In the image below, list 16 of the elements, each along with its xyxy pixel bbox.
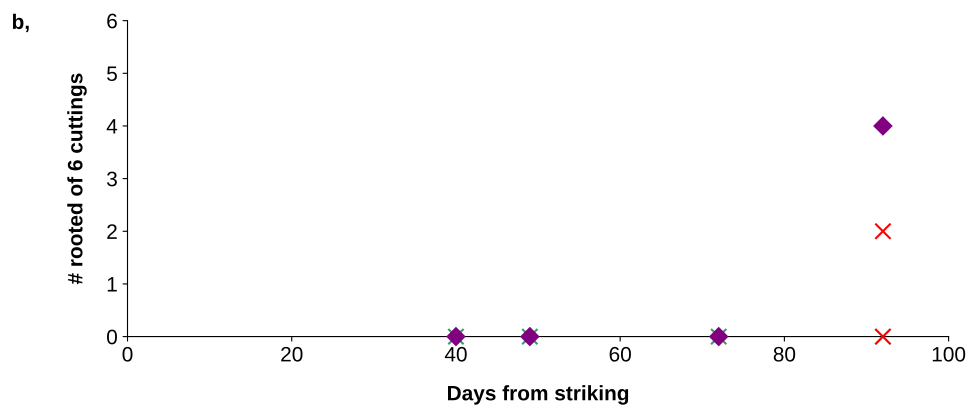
x-tick-label: 80 xyxy=(774,346,796,362)
x-tick-label: 0 xyxy=(122,346,132,362)
x-tick-label: 100 xyxy=(932,346,966,362)
y-tick-label: 0 xyxy=(107,330,117,344)
y-tick-label: 5 xyxy=(107,66,117,82)
y-axis-title: # rooted of 6 cuttings xyxy=(67,74,87,284)
x-tick-label: 60 xyxy=(610,346,631,362)
text: b, xyxy=(12,14,29,32)
x-axis-title: Days from striking xyxy=(448,385,628,405)
y-tick-label: 3 xyxy=(107,172,117,186)
x-tick-label: 40 xyxy=(444,346,467,362)
x-tick-label: 20 xyxy=(281,346,303,362)
y-tick-label: 6 xyxy=(107,14,117,28)
y-tick-label: 2 xyxy=(107,224,117,239)
y-tick-label: 1 xyxy=(108,277,117,292)
y-tick-label: 4 xyxy=(106,119,118,134)
